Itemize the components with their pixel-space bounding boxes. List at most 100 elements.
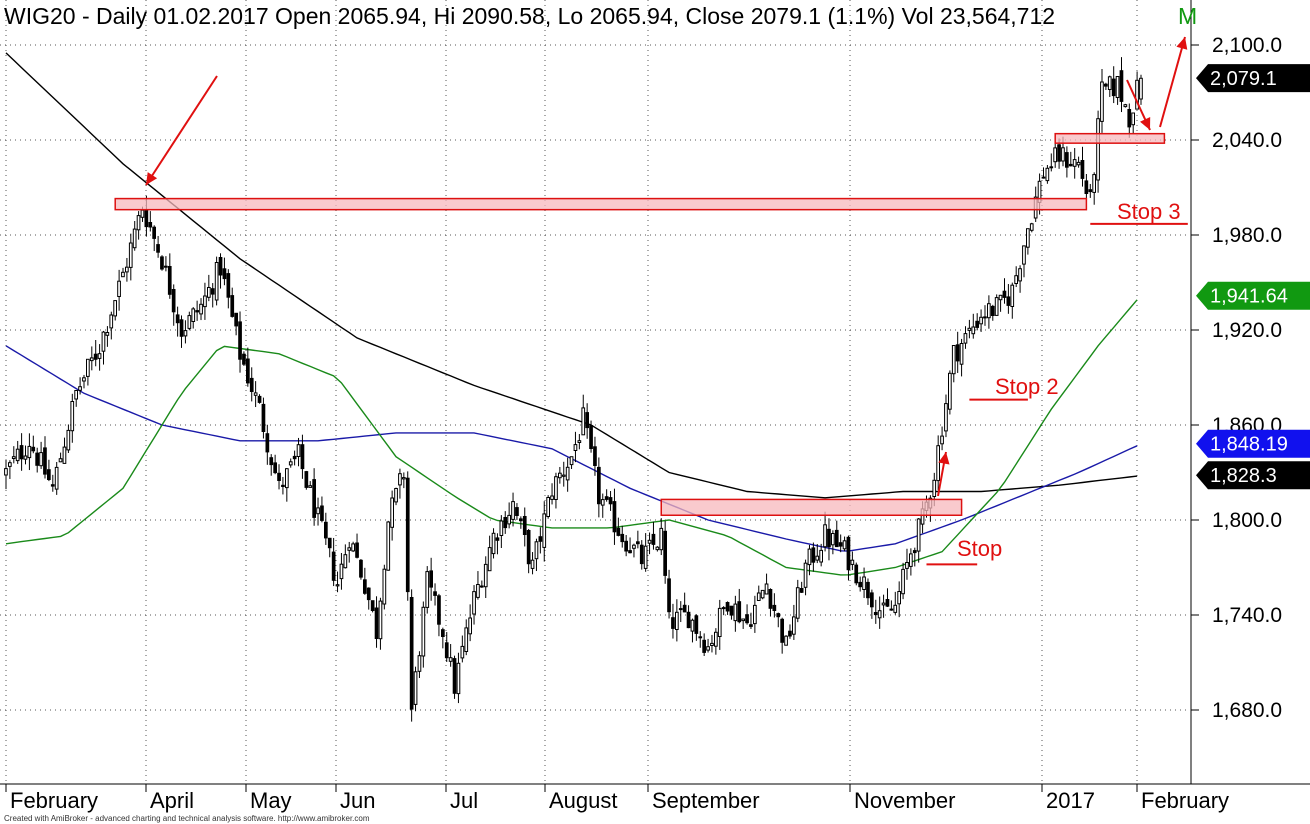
candle-body — [983, 316, 987, 319]
candle-body — [632, 544, 636, 549]
candle-body — [382, 568, 387, 605]
candle-body — [1100, 81, 1104, 122]
candle-body — [164, 265, 168, 268]
candle-body — [441, 629, 445, 638]
candle-body — [402, 477, 406, 480]
candle-body — [86, 358, 90, 377]
candle-body — [1119, 70, 1124, 102]
price-tag-label: 2,079.1 — [1210, 68, 1277, 90]
price-tick-label: 1,740.0 — [1212, 604, 1282, 627]
candle-body — [612, 501, 617, 533]
candle-body — [776, 613, 781, 618]
candle-body — [858, 581, 862, 588]
candle-body — [714, 631, 718, 647]
candle-body — [519, 518, 523, 522]
candle-body — [320, 505, 324, 521]
candle-body — [803, 562, 808, 588]
resistance-zone — [660, 498, 963, 516]
candle-body — [417, 655, 422, 672]
candle-body — [335, 584, 340, 587]
candle-body — [62, 446, 67, 464]
candle-body — [43, 447, 47, 475]
stop-label: Stop — [957, 536, 1002, 561]
candle-body — [780, 618, 784, 643]
candle-body — [1045, 167, 1050, 182]
candle-body — [1061, 147, 1065, 162]
candle-body — [39, 452, 43, 467]
candle-body — [721, 607, 726, 610]
candle-body — [772, 604, 777, 612]
candle-body — [152, 226, 157, 239]
candle-body — [940, 435, 944, 445]
candle-body — [273, 462, 277, 474]
resistance-zone — [1054, 132, 1166, 144]
chart-header: WIG20 - Daily 01.02.2017 Open 2065.94, H… — [4, 3, 1055, 29]
candle-body — [885, 599, 890, 607]
candle-body — [456, 662, 461, 695]
candle-body — [1084, 180, 1089, 194]
candle-body — [643, 545, 648, 569]
candle-body — [1107, 76, 1112, 91]
candle-body — [893, 604, 898, 613]
candle-body — [238, 321, 242, 360]
candle-body — [425, 571, 430, 608]
candle-body — [210, 288, 215, 295]
time-axis: February April May Jun Jul August September Nov… — [5, 784, 1229, 813]
candle-body — [230, 295, 235, 317]
candle-body — [870, 592, 874, 608]
candle-body — [577, 440, 582, 444]
candle-body — [144, 209, 149, 228]
time-tick-label: September — [652, 788, 760, 813]
candle-body — [511, 501, 515, 520]
candle-body — [1080, 160, 1085, 179]
price-tick-label: 2,040.0 — [1212, 129, 1282, 152]
candle-body — [694, 615, 699, 634]
candle-body — [339, 563, 344, 580]
candle-body — [507, 514, 511, 525]
candle-body — [437, 595, 441, 625]
time-tick-label: 2017 — [1046, 788, 1095, 813]
candle-body — [448, 657, 453, 662]
candle-body — [951, 345, 956, 375]
candle-body — [296, 444, 301, 458]
grid-lines — [0, 0, 1188, 784]
candle-body — [909, 553, 913, 567]
candle-body — [889, 608, 894, 611]
resistance-zone — [114, 197, 1088, 211]
annotation-arrow — [1159, 36, 1186, 128]
arrow-head — [1176, 37, 1188, 50]
candle-body — [78, 386, 82, 391]
candle-body — [242, 353, 246, 365]
candle-body — [15, 448, 20, 462]
candle-body — [854, 564, 859, 584]
candle-body — [823, 524, 827, 548]
arrow-head — [938, 452, 950, 465]
candle-body — [464, 627, 469, 653]
candle-body — [54, 466, 59, 490]
candle-body — [530, 559, 535, 569]
candle-body — [222, 268, 227, 280]
resistance-zones — [114, 132, 1166, 516]
candle-body — [815, 555, 820, 561]
candle-body — [538, 536, 543, 542]
candle-body — [359, 559, 363, 578]
candle-body — [288, 461, 293, 466]
candle-body — [636, 541, 640, 545]
candle-body — [47, 469, 51, 481]
candle-body — [987, 303, 991, 319]
time-tick-label: May — [250, 788, 292, 813]
candle-body — [331, 551, 336, 581]
candle-body — [378, 600, 383, 640]
candle-body — [207, 287, 211, 298]
candle-body — [4, 468, 8, 476]
candle-body — [1096, 118, 1100, 181]
candle-body — [394, 488, 398, 503]
candle-body — [1006, 296, 1011, 306]
candle-body — [526, 530, 531, 565]
candle-body — [975, 320, 979, 328]
candle-body — [749, 624, 753, 627]
candle-body — [327, 537, 332, 549]
candle-body — [1065, 152, 1069, 168]
candle-body — [554, 476, 558, 501]
